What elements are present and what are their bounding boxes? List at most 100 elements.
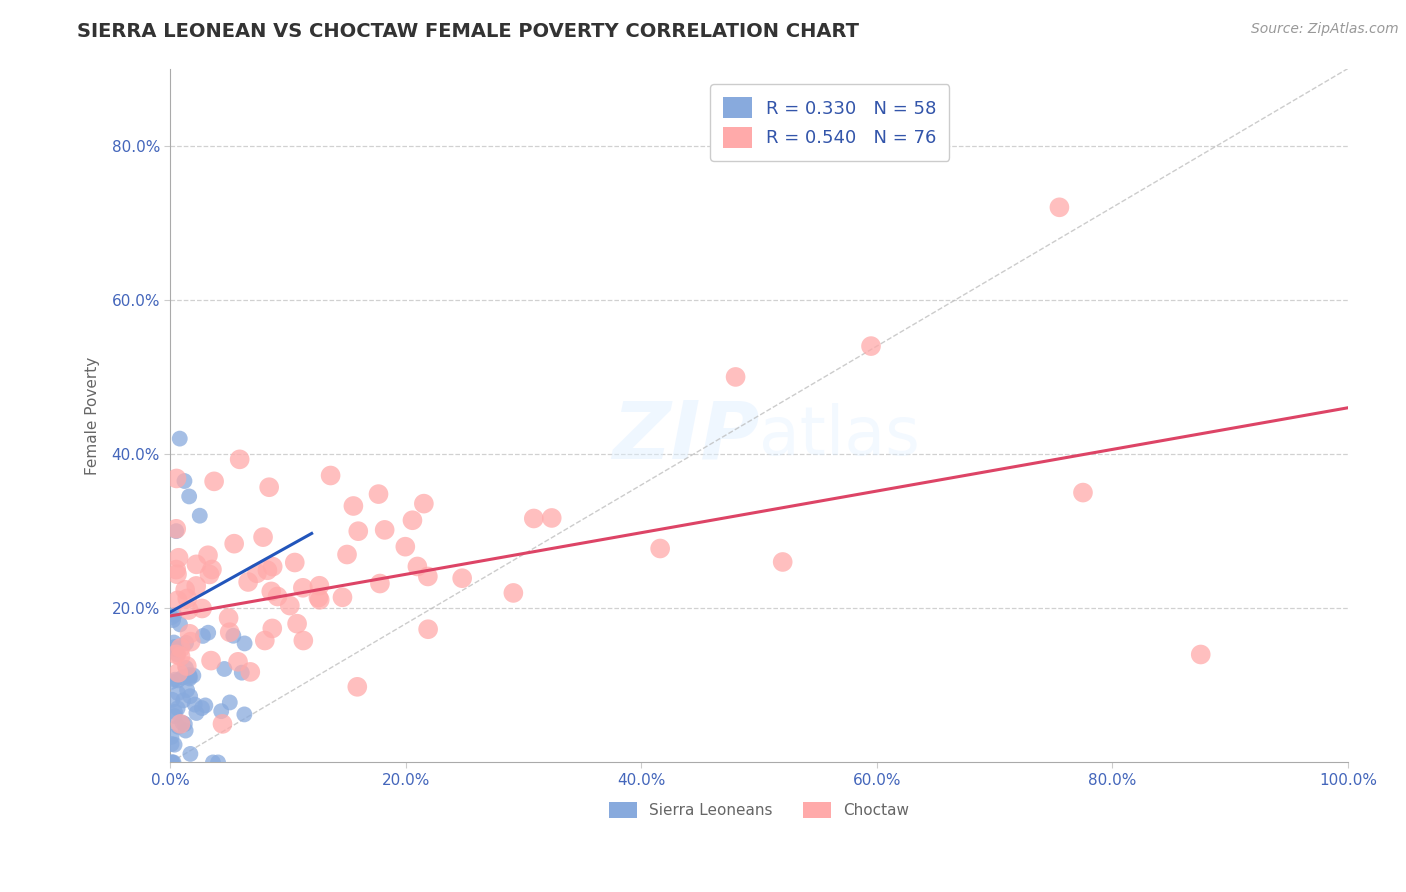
Point xyxy=(186,558,208,572)
Point xyxy=(394,540,416,554)
Point xyxy=(172,715,194,730)
Point xyxy=(724,370,747,384)
Legend: Sierra Leoneans, Choctaw: Sierra Leoneans, Choctaw xyxy=(603,796,915,824)
Point xyxy=(166,701,188,715)
Point xyxy=(256,563,278,577)
Point xyxy=(186,706,208,720)
Point xyxy=(401,513,423,527)
Point xyxy=(239,665,262,679)
Point xyxy=(184,698,207,712)
Point xyxy=(236,574,259,589)
Point xyxy=(176,683,198,698)
Point xyxy=(194,698,217,713)
Point xyxy=(218,611,240,625)
Point xyxy=(222,629,245,643)
Point xyxy=(307,591,329,605)
Point xyxy=(169,617,191,632)
Text: Source: ZipAtlas.com: Source: ZipAtlas.com xyxy=(1251,22,1399,37)
Point xyxy=(253,633,276,648)
Point xyxy=(1189,648,1212,662)
Text: atlas: atlas xyxy=(759,403,920,469)
Point xyxy=(226,655,249,669)
Point xyxy=(218,696,240,710)
Point xyxy=(167,665,190,680)
Point xyxy=(179,668,201,682)
Point xyxy=(1071,485,1094,500)
Point xyxy=(177,603,200,617)
Point xyxy=(211,717,233,731)
Point xyxy=(231,665,253,680)
Point xyxy=(167,720,190,734)
Point xyxy=(172,670,194,684)
Point xyxy=(523,511,546,525)
Point xyxy=(165,641,187,656)
Point xyxy=(165,648,187,662)
Point xyxy=(163,705,186,719)
Point xyxy=(162,613,184,627)
Point xyxy=(162,756,184,770)
Point xyxy=(180,634,202,648)
Point xyxy=(167,686,190,700)
Point xyxy=(179,670,201,684)
Point xyxy=(160,730,183,744)
Point xyxy=(162,693,184,707)
Y-axis label: Female Poverty: Female Poverty xyxy=(86,356,100,475)
Point xyxy=(224,537,246,551)
Point xyxy=(169,640,191,655)
Point xyxy=(191,629,214,643)
Point xyxy=(218,625,240,640)
Point xyxy=(176,591,198,606)
Point xyxy=(291,581,314,595)
Point xyxy=(179,747,201,761)
Point xyxy=(228,452,250,467)
Text: ZIP: ZIP xyxy=(612,397,759,475)
Point xyxy=(165,522,187,536)
Point xyxy=(160,756,183,770)
Point xyxy=(772,555,794,569)
Point xyxy=(197,625,219,640)
Point xyxy=(406,559,429,574)
Point xyxy=(173,474,195,488)
Point xyxy=(163,738,186,752)
Point xyxy=(169,432,191,446)
Point xyxy=(201,756,224,770)
Point xyxy=(160,674,183,689)
Point xyxy=(292,633,315,648)
Point xyxy=(165,673,187,687)
Point xyxy=(233,636,256,650)
Point xyxy=(502,586,524,600)
Point xyxy=(209,704,232,718)
Point xyxy=(169,717,191,731)
Point xyxy=(166,648,188,662)
Point xyxy=(246,566,269,581)
Point xyxy=(214,662,236,676)
Point xyxy=(252,530,274,544)
Point xyxy=(200,654,222,668)
Point xyxy=(188,508,211,523)
Point xyxy=(451,571,474,585)
Point xyxy=(233,707,256,722)
Point xyxy=(202,475,225,489)
Point xyxy=(191,701,214,715)
Point xyxy=(308,579,330,593)
Point xyxy=(173,717,195,731)
Point xyxy=(174,582,197,597)
Point xyxy=(336,548,359,562)
Point xyxy=(416,622,439,636)
Point xyxy=(650,541,672,556)
Text: SIERRA LEONEAN VS CHOCTAW FEMALE POVERTY CORRELATION CHART: SIERRA LEONEAN VS CHOCTAW FEMALE POVERTY… xyxy=(77,22,859,41)
Point xyxy=(191,601,214,615)
Point xyxy=(262,559,284,574)
Point xyxy=(166,642,188,657)
Point xyxy=(368,576,391,591)
Point xyxy=(347,524,370,539)
Point xyxy=(160,737,183,751)
Point xyxy=(165,524,187,538)
Point xyxy=(207,756,229,770)
Point xyxy=(174,661,197,675)
Point xyxy=(169,649,191,664)
Point xyxy=(186,579,208,593)
Point xyxy=(332,591,354,605)
Point xyxy=(165,563,187,577)
Point xyxy=(374,523,396,537)
